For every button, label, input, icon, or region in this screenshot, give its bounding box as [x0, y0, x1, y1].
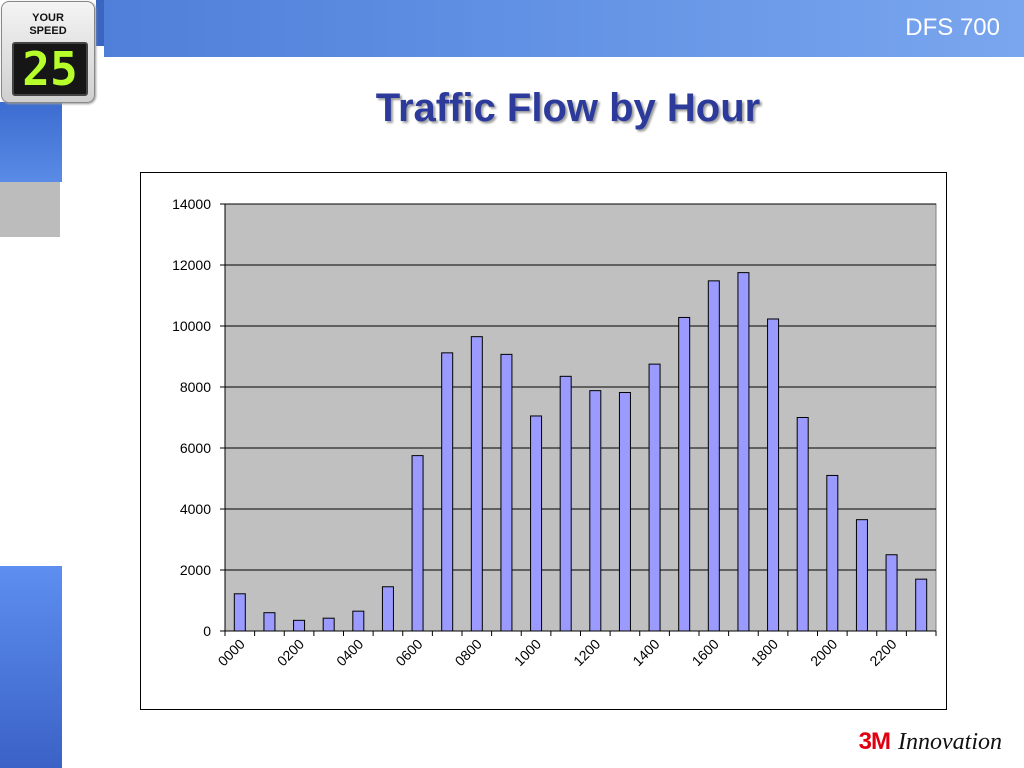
bar-0400 [352, 610, 365, 632]
left-accent-block-bottom [0, 566, 62, 768]
x-tick-label: 0800 [452, 636, 485, 669]
bar-0500 [381, 586, 394, 632]
bar-1200 [589, 390, 602, 632]
bar-1000 [530, 415, 543, 632]
traffic-bar-chart: 0 2000 4000 6000 8000 10000 12000 14000 0000 0200… [172, 196, 937, 669]
bar-1500 [678, 316, 691, 632]
bar-0100 [263, 612, 276, 632]
bar-2100 [855, 519, 868, 632]
header-band: DFS 700 [104, 0, 1024, 57]
chart-frame: 0 2000 4000 6000 8000 10000 12000 14000 0000 0200… [140, 172, 947, 710]
x-tick-label: 1000 [511, 636, 544, 669]
bar-1800 [767, 318, 780, 632]
bar-1300 [618, 391, 631, 632]
page-title: Traffic Flow by Hour [375, 86, 761, 130]
bar-2300 [915, 578, 928, 632]
bar-1900 [796, 417, 809, 632]
speed-sign-logo: YOUR SPEED 25 [1, 1, 95, 103]
y-tick-label: 10000 [172, 318, 211, 334]
bar-1700 [737, 272, 750, 632]
x-tick-label: 1400 [629, 636, 662, 669]
bar-0200 [293, 619, 306, 632]
bar-0700 [441, 352, 454, 632]
bar-2000 [826, 474, 839, 632]
x-tick-label: 0200 [274, 636, 307, 669]
x-tick-label: 0000 [215, 636, 248, 669]
speed-display: 25 [12, 42, 88, 96]
x-tick-label: 0400 [333, 636, 366, 669]
header-accent-strip [96, 0, 104, 46]
left-accent-block-blue [0, 102, 62, 182]
3m-logo: 3M [858, 728, 891, 755]
bar-0300 [322, 617, 335, 632]
x-tick-label: 1600 [689, 636, 722, 669]
x-tick-label: 2000 [807, 636, 840, 669]
bar-0800 [470, 336, 483, 632]
bar-2200 [885, 554, 898, 632]
plot-area [224, 203, 937, 632]
y-tick-label: 2000 [180, 562, 211, 578]
x-tick-label: 0600 [392, 636, 425, 669]
left-accent-block-gray [0, 182, 60, 237]
x-tick-label: 1200 [570, 636, 603, 669]
bar-0600 [411, 455, 424, 632]
bar-0000 [233, 593, 246, 632]
y-tick-label: 6000 [180, 440, 211, 456]
y-tick-label: 14000 [172, 196, 211, 212]
slide-code: DFS 700 [905, 14, 1000, 41]
speed-sign-text: YOUR SPEED [2, 12, 94, 38]
y-tick-label: 4000 [180, 501, 211, 517]
y-tick-label: 0 [203, 623, 211, 639]
bar-1100 [559, 375, 572, 632]
bar-1400 [648, 363, 661, 632]
speed-sign-line1: YOUR [32, 12, 64, 24]
speed-sign-line2: SPEED [29, 25, 67, 37]
bar-0900 [500, 353, 513, 632]
y-tick-label: 12000 [172, 257, 211, 273]
innovation-tagline: Innovation [898, 729, 1002, 755]
y-tick-label: 8000 [180, 379, 211, 395]
footer-brand: 3M Innovation [859, 728, 1002, 756]
x-tick-label: 2200 [866, 636, 899, 669]
x-tick-label: 1800 [748, 636, 781, 669]
bar-1600 [707, 280, 720, 632]
